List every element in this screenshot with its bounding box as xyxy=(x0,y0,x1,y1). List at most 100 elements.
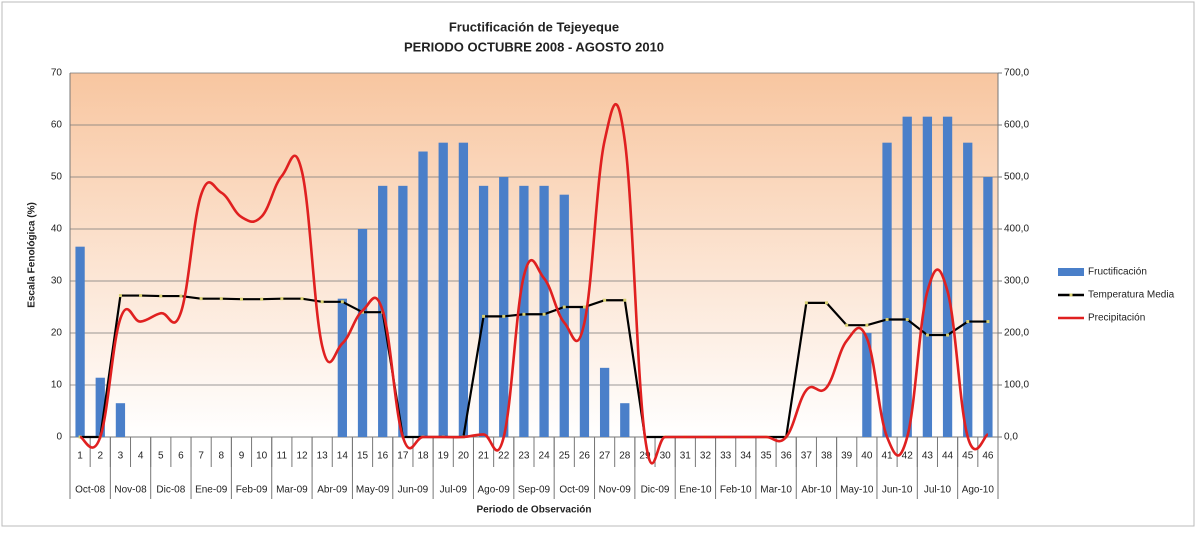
y-tick-label: 10 xyxy=(51,380,63,391)
line xyxy=(80,294,988,439)
bar xyxy=(398,185,408,437)
group-label: Jul-09 xyxy=(440,485,468,496)
bar xyxy=(559,194,569,437)
marker xyxy=(340,300,344,304)
y2-tick-label: 700,0 xyxy=(1004,68,1029,79)
bar xyxy=(357,229,368,437)
x-tick-label: 41 xyxy=(881,451,893,462)
x-tick-label: 6 xyxy=(178,451,184,462)
y2-tick-label: 100,0 xyxy=(1004,380,1029,391)
group-label: May-10 xyxy=(840,485,874,496)
x-tick-label: 2 xyxy=(97,451,103,462)
bar xyxy=(599,367,610,437)
x-tick-label: 11 xyxy=(277,451,288,462)
x-tick-label: 19 xyxy=(438,451,450,462)
marker xyxy=(925,333,929,337)
x-tick-label: 27 xyxy=(599,451,611,462)
x-tick-label: 29 xyxy=(639,451,651,462)
x-tick-label: 22 xyxy=(498,451,510,462)
legend-label: Temperatura Media xyxy=(1088,290,1175,301)
group-label: Nov-09 xyxy=(599,485,632,496)
bar xyxy=(418,151,428,437)
x-tick-label: 36 xyxy=(781,451,793,462)
x-tick-label: 30 xyxy=(660,451,672,462)
bar xyxy=(115,403,126,437)
x-tick-label: 1 xyxy=(77,451,83,462)
marker xyxy=(199,297,203,301)
bar xyxy=(75,246,85,437)
x-tick-label: 32 xyxy=(700,451,712,462)
group-label: Feb-10 xyxy=(720,485,752,496)
marker xyxy=(320,300,324,304)
y-tick-label: 50 xyxy=(51,172,63,183)
marker xyxy=(179,294,183,298)
bar xyxy=(499,177,509,437)
group-label: Dic-09 xyxy=(641,485,670,496)
marker xyxy=(825,301,829,305)
group-label: Ago-09 xyxy=(478,485,511,496)
marker xyxy=(804,301,808,305)
bar xyxy=(337,298,347,437)
x-tick-label: 10 xyxy=(256,451,268,462)
x-tick-label: 8 xyxy=(219,451,225,462)
marker xyxy=(219,297,223,301)
y2-tick-label: 400,0 xyxy=(1004,224,1029,235)
x-tick-label: 26 xyxy=(579,451,591,462)
chart-title: Fructificación de Tejeyeque xyxy=(449,19,619,34)
y-tick-label: 40 xyxy=(51,224,63,235)
y-axis-title: Escala Fenológica (%) xyxy=(27,202,38,308)
y-tick-label: 20 xyxy=(51,328,63,339)
x-tick-label: 18 xyxy=(417,451,429,462)
x-tick-label: 37 xyxy=(801,451,813,462)
group-label: May-09 xyxy=(356,485,390,496)
bar xyxy=(882,142,892,437)
x-tick-label: 14 xyxy=(337,451,349,462)
y2-tick-label: 200,0 xyxy=(1004,328,1029,339)
y-tick-label: 0 xyxy=(56,432,62,443)
x-tick-label: 25 xyxy=(559,451,571,462)
marker xyxy=(603,298,607,302)
x-tick-label: 45 xyxy=(962,451,974,462)
group-label: Nov-08 xyxy=(114,485,147,496)
marker xyxy=(562,305,566,309)
x-tick-label: 24 xyxy=(539,451,551,462)
x-tick-label: 17 xyxy=(397,451,409,462)
group-label: Jun-10 xyxy=(882,485,913,496)
marker xyxy=(118,294,122,298)
x-tick-label: 9 xyxy=(239,451,245,462)
bar xyxy=(963,142,973,437)
marker xyxy=(280,297,284,301)
group-label: Mar-10 xyxy=(760,485,792,496)
x-tick-label: 13 xyxy=(317,451,329,462)
legend-swatch xyxy=(1058,268,1084,276)
marker xyxy=(845,323,849,327)
bar xyxy=(539,185,549,437)
group-label: Dic-08 xyxy=(156,485,185,496)
marker xyxy=(986,320,990,324)
marker xyxy=(239,297,243,301)
y2-tick-label: 0,0 xyxy=(1004,432,1018,443)
bar xyxy=(862,333,872,437)
marker xyxy=(946,333,950,337)
chart-subtitle: PERIODO OCTUBRE 2008 - AGOSTO 2010 xyxy=(404,39,664,54)
bar xyxy=(579,307,590,437)
x-tick-label: 21 xyxy=(478,451,490,462)
group-label: Ago-10 xyxy=(962,485,995,496)
y2-tick-label: 300,0 xyxy=(1004,276,1029,287)
bar xyxy=(438,142,448,437)
x-tick-label: 7 xyxy=(198,451,204,462)
group-label: Ene-09 xyxy=(195,485,228,496)
x-tick-label: 3 xyxy=(118,451,124,462)
group-label: Sep-09 xyxy=(518,485,551,496)
marker xyxy=(865,323,869,327)
group-label: Abr-09 xyxy=(317,485,347,496)
x-tick-label: 35 xyxy=(760,451,772,462)
bar xyxy=(620,403,630,437)
marker xyxy=(905,317,909,321)
marker xyxy=(623,298,627,302)
bar xyxy=(983,177,993,437)
x-tick-label: 40 xyxy=(861,451,873,462)
x-tick-label: 28 xyxy=(619,451,631,462)
x-tick-label: 16 xyxy=(377,451,389,462)
